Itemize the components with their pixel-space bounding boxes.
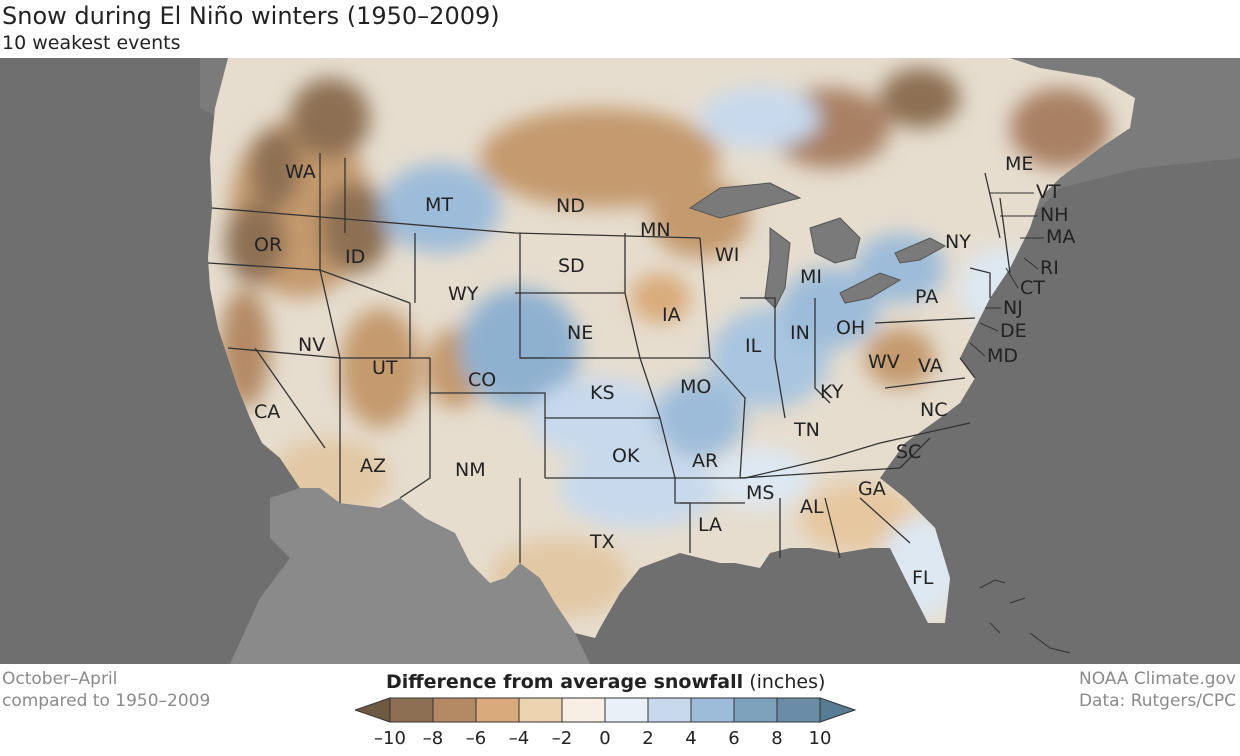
footer-right: NOAA Climate.gov Data: Rutgers/CPC bbox=[1079, 668, 1236, 712]
state-label: MT bbox=[425, 194, 453, 216]
state-label: CT bbox=[1020, 277, 1045, 299]
state-label: KS bbox=[590, 382, 615, 404]
state-label: FL bbox=[912, 567, 934, 589]
header: Snow during El Niño winters (1950–2009) … bbox=[0, 0, 1240, 58]
state-label: NY bbox=[945, 231, 971, 253]
legend-swatch bbox=[819, 697, 857, 723]
legend-tick-label: 4 bbox=[685, 728, 696, 749]
state-label: AL bbox=[800, 496, 824, 518]
state-label: MD bbox=[987, 345, 1018, 367]
state-label: PA bbox=[915, 286, 938, 308]
state-label: NM bbox=[455, 459, 486, 481]
state-label: NC bbox=[920, 399, 947, 421]
legend-tick-label: –8 bbox=[423, 728, 443, 749]
legend-swatch bbox=[432, 697, 477, 723]
state-label: TN bbox=[793, 419, 820, 441]
state-label: AR bbox=[692, 450, 718, 472]
legend-tick-label: –4 bbox=[509, 728, 529, 749]
state-label: MA bbox=[1046, 226, 1075, 248]
map-title: Snow during El Niño winters (1950–2009) bbox=[2, 2, 500, 30]
state-label: VA bbox=[918, 355, 943, 377]
state-label: TX bbox=[589, 531, 615, 553]
legend-tick-label: 2 bbox=[642, 728, 653, 749]
legend-swatch bbox=[518, 697, 563, 723]
state-label: CO bbox=[468, 369, 496, 391]
state-label: WI bbox=[715, 244, 739, 266]
legend-swatch bbox=[690, 697, 735, 723]
legend-tick-label: 8 bbox=[771, 728, 782, 749]
state-labels: WA OR CA ID NV MT WY UT AZ CO NM ND SD N… bbox=[254, 153, 1075, 589]
state-label: MO bbox=[680, 376, 711, 398]
legend-tick-label: –6 bbox=[466, 728, 486, 749]
state-label: CA bbox=[254, 401, 280, 423]
legend-tick-label: –10 bbox=[374, 728, 406, 749]
legend-title: Difference from average snowfall (inches… bbox=[386, 671, 825, 693]
state-label: DE bbox=[1000, 320, 1027, 342]
legend-tick-label: –2 bbox=[552, 728, 572, 749]
legend-title-units: (inches) bbox=[749, 671, 826, 693]
state-label: NV bbox=[298, 334, 325, 356]
legend-tick-label: 6 bbox=[728, 728, 739, 749]
legend-swatch bbox=[776, 697, 821, 723]
legend-swatches bbox=[355, 697, 857, 723]
snowfall-map: WA OR CA ID NV MT WY UT AZ CO NM ND SD N… bbox=[200, 58, 1240, 664]
state-label: UT bbox=[372, 357, 398, 379]
footer: October–April compared to 1950–2009 Diff… bbox=[0, 664, 1240, 756]
state-label: GA bbox=[858, 478, 886, 500]
state-borders bbox=[207, 153, 1011, 563]
state-label: WY bbox=[448, 283, 479, 305]
legend-tick-label: 10 bbox=[809, 728, 832, 749]
great-lakes bbox=[688, 182, 947, 309]
state-label: IL bbox=[745, 335, 762, 357]
state-label: WV bbox=[868, 351, 900, 373]
state-label: OR bbox=[254, 234, 282, 256]
state-label: NJ bbox=[1003, 297, 1023, 319]
state-label: OH bbox=[836, 317, 865, 339]
label-leader-lines bbox=[969, 192, 1044, 357]
state-label: SC bbox=[896, 441, 921, 463]
legend-title-main: Difference from average snowfall bbox=[386, 671, 744, 693]
legend-tick-label: 0 bbox=[599, 728, 610, 749]
legend-swatch bbox=[561, 697, 606, 723]
state-label: ID bbox=[345, 246, 365, 268]
period-note: October–April bbox=[2, 669, 118, 689]
state-label: MS bbox=[746, 482, 774, 504]
state-label: OK bbox=[612, 445, 640, 467]
state-label: VT bbox=[1036, 181, 1061, 203]
snowfall-field bbox=[208, 58, 1135, 638]
footer-left: October–April compared to 1950–2009 bbox=[2, 668, 210, 712]
data-credit: Data: Rutgers/CPC bbox=[1078, 691, 1236, 711]
state-label: ME bbox=[1005, 153, 1033, 175]
legend-swatch bbox=[604, 697, 649, 723]
state-label: IN bbox=[790, 322, 810, 344]
map-subtitle: 10 weakest events bbox=[2, 32, 181, 54]
map-area: WA OR CA ID NV MT WY UT AZ CO NM ND SD N… bbox=[0, 58, 1240, 664]
state-label: IA bbox=[662, 304, 681, 326]
state-label: LA bbox=[698, 514, 722, 536]
legend-swatch bbox=[355, 697, 391, 723]
state-label: SD bbox=[558, 255, 585, 277]
state-label: AZ bbox=[360, 455, 386, 477]
state-label: NE bbox=[567, 322, 593, 344]
legend-swatch bbox=[475, 697, 520, 723]
color-legend: –10 –8 –6 –4 –2 0 2 4 6 8 10 bbox=[355, 697, 857, 749]
state-label: RI bbox=[1040, 257, 1059, 279]
legend-swatch bbox=[389, 697, 434, 723]
state-label: ND bbox=[556, 195, 585, 217]
mexico-landmass bbox=[230, 488, 590, 664]
state-label: MI bbox=[800, 266, 822, 288]
island-outlines bbox=[979, 579, 1071, 654]
source-credit: NOAA Climate.gov bbox=[1078, 669, 1236, 689]
state-label: KY bbox=[820, 381, 844, 403]
state-label: WA bbox=[285, 161, 316, 183]
legend-swatch bbox=[733, 697, 778, 723]
state-label: MN bbox=[640, 219, 671, 241]
baseline-note: compared to 1950–2009 bbox=[2, 691, 211, 711]
legend-tick-labels: –10 –8 –6 –4 –2 0 2 4 6 8 10 bbox=[374, 728, 831, 749]
legend-swatch bbox=[647, 697, 692, 723]
state-label: NH bbox=[1040, 204, 1069, 226]
